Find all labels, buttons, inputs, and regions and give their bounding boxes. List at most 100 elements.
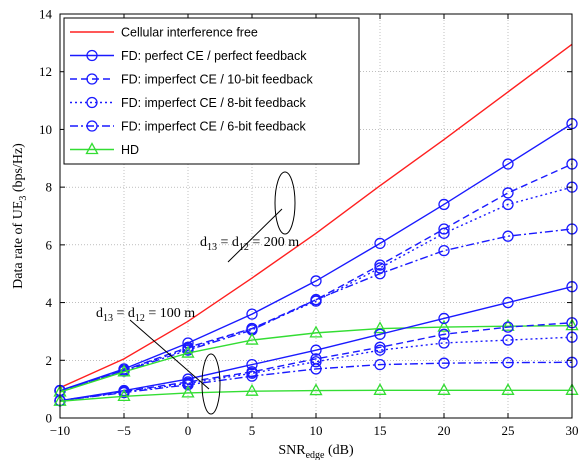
x-tick-label: −5 [117,423,131,438]
y-tick-label: 8 [46,180,53,195]
data-point-marker [245,383,259,396]
data-point-marker [310,275,322,287]
legend-label: FD: imperfect CE / 8-bit feedback [121,96,307,110]
data-point-marker [374,341,386,353]
y-tick-label: 14 [39,7,53,22]
data-point-marker [117,364,131,377]
data-point-marker [309,383,323,396]
data-point-marker [118,386,130,399]
data-point-marker [437,319,451,332]
series-line [59,322,573,402]
series-line [59,123,573,392]
series-line [59,43,573,389]
legend-label: FD: perfect CE / perfect feedback [121,49,307,63]
series-layer [53,43,579,407]
x-tick-label: −10 [50,423,70,438]
data-point-marker [374,268,386,280]
y-tick-label: 2 [46,353,53,368]
y-tick-label: 0 [46,411,53,426]
data-point-marker [502,198,514,211]
data-point-marker [246,370,258,382]
data-point-marker [310,363,322,375]
legend-label: Cellular interference free [121,26,258,40]
data-point-marker [438,312,450,325]
x-tick-label: 20 [438,423,451,438]
series-line [59,163,573,392]
data-point-marker [438,198,450,211]
y-tick-label: 6 [46,237,53,252]
annotation-ellipse-100m [201,353,221,415]
legend-item: FD: perfect CE / perfect feedback [70,49,307,63]
x-tick-label: 0 [185,423,192,438]
series-line [59,361,573,402]
data-point-marker [181,385,195,398]
annotations: d13 = d12 = 200 m d13 = d12 = 100 m [96,171,299,415]
data-point-marker [374,358,386,371]
x-tick-label: 15 [374,423,387,438]
legend-item: Cellular interference free [70,26,258,40]
data-point-marker [437,382,451,395]
data-point-marker [502,187,514,199]
data-point-marker [182,344,194,356]
data-point-marker [438,357,450,369]
legend-item: FD: imperfect CE / 6-bit feedback [70,120,307,134]
data-point-marker [438,328,450,340]
legend-item: FD: imperfect CE / 10-bit feedback [70,73,313,87]
legend-item: HD [70,142,139,157]
legend-label: HD [121,143,139,157]
series-line [59,186,573,392]
data-point-marker [182,373,194,385]
data-point-marker [502,158,514,170]
series-line [59,228,573,392]
series-line [59,286,573,402]
series-10 [53,382,579,406]
annotation-pointer-100m [129,319,210,390]
data-point-marker [374,259,386,271]
data-point-marker [438,227,450,239]
annotation-label-200m: d13 = d12 = 200 m [200,235,299,253]
series-5 [53,318,579,397]
series-line [59,336,573,402]
legend-item: FD: imperfect CE / 8-bit feedback [70,96,307,110]
data-point-marker [374,262,386,274]
data-point-marker [85,142,99,155]
series-0 [59,43,573,389]
data-point-marker [438,337,450,349]
data-point-marker [501,382,515,395]
x-tick-label: 25 [502,423,515,438]
data-point-marker [502,321,514,333]
data-point-marker [86,49,98,62]
data-point-marker [374,328,386,340]
data-point-marker [86,120,98,132]
data-point-marker [246,367,258,379]
data-point-marker [86,96,98,109]
data-point-marker [502,334,514,346]
series-line [59,324,573,393]
series-line [59,389,572,402]
data-point-marker [117,389,131,402]
data-point-marker [374,237,386,250]
data-point-marker [310,344,322,356]
legend: Cellular interference free FD: perfect CE… [63,17,360,165]
x-tick-label: 5 [249,423,256,438]
y-tick-label: 10 [39,122,52,137]
data-point-marker [86,73,98,85]
legend-items: Cellular interference free FD: perfect CE… [70,26,313,157]
annotation-pointer-200m [227,208,283,263]
data-point-marker [310,294,322,306]
ticks: −10 −5 0 5 10 15 20 25 30 0 2 4 6 8 10 12 14 [39,7,579,439]
data-point-marker [438,244,450,257]
data-point-marker [309,325,323,338]
legend-label: FD: imperfect CE / 6-bit feedback [121,120,307,134]
y-tick-label: 12 [39,64,52,79]
data-point-marker [502,356,514,369]
data-point-marker [502,230,514,242]
data-point-marker [501,318,515,331]
annotation-ellipse-200m [274,171,296,235]
x-tick-label: 30 [566,423,579,438]
data-point-marker [245,332,259,345]
data-point-marker [374,344,386,356]
data-point-marker [246,358,258,371]
data-point-marker [182,379,194,391]
data-point-marker [246,308,258,320]
